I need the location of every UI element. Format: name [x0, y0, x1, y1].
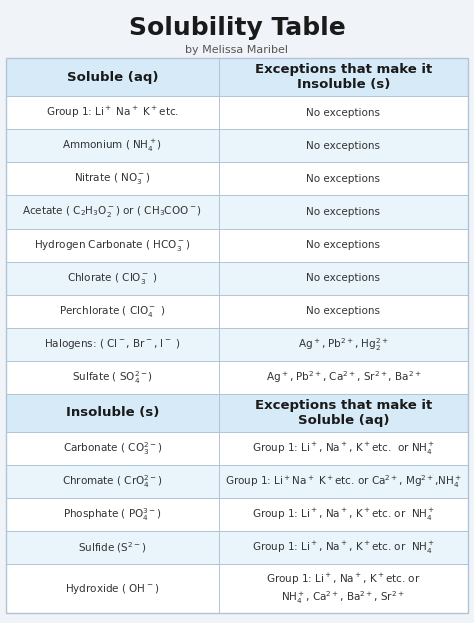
Bar: [219, 432, 468, 465]
Bar: [6, 262, 219, 295]
Bar: [6, 130, 219, 163]
Text: Solubility Table: Solubility Table: [128, 16, 346, 40]
Bar: [219, 465, 468, 498]
Bar: [6, 394, 219, 432]
Text: Phosphate ( PO$_4^{3-}$): Phosphate ( PO$_4^{3-}$): [63, 506, 162, 523]
Text: Sulfide (S$^{2-}$): Sulfide (S$^{2-}$): [78, 540, 146, 555]
Text: No exceptions: No exceptions: [306, 273, 380, 283]
Text: No exceptions: No exceptions: [306, 240, 380, 250]
Text: Group 1: Li$^+$, Na$^+$, K$^+$etc. or  NH$_4^+$: Group 1: Li$^+$, Na$^+$, K$^+$etc. or NH…: [252, 506, 435, 523]
Bar: [219, 58, 468, 97]
Bar: [6, 498, 219, 531]
Text: Hydrogen Carbonate ( HCO$_3^-$): Hydrogen Carbonate ( HCO$_3^-$): [34, 237, 191, 252]
Text: Group 1: Li$^+$, Na$^+$, K$^+$etc. or
NH$_4^+$, Ca$^{2+}$, Ba$^{2+}$, Sr$^{2+}$: Group 1: Li$^+$, Na$^+$, K$^+$etc. or NH…: [266, 571, 420, 606]
Bar: [6, 229, 219, 262]
Text: Carbonate ( CO$_3^{2-}$): Carbonate ( CO$_3^{2-}$): [63, 440, 162, 457]
Text: by Melissa Maribel: by Melissa Maribel: [185, 45, 289, 55]
Bar: [219, 196, 468, 229]
Text: Insoluble (s): Insoluble (s): [65, 406, 159, 419]
Bar: [6, 295, 219, 328]
Bar: [6, 58, 219, 97]
Text: No exceptions: No exceptions: [306, 108, 380, 118]
Bar: [219, 163, 468, 196]
Text: Exceptions that make it
Insoluble (s): Exceptions that make it Insoluble (s): [255, 63, 432, 91]
Bar: [219, 295, 468, 328]
Bar: [219, 394, 468, 432]
Bar: [6, 531, 219, 564]
Text: Soluble (aq): Soluble (aq): [66, 70, 158, 83]
Text: Sulfate ( SO$_4^{2-}$): Sulfate ( SO$_4^{2-}$): [72, 369, 153, 386]
Bar: [6, 196, 219, 229]
Text: Perchlorate ( ClO$_4^-$ ): Perchlorate ( ClO$_4^-$ ): [59, 303, 165, 318]
Bar: [219, 229, 468, 262]
Text: Halogens: ( Cl$^-$, Br$^-$, I$^-$ ): Halogens: ( Cl$^-$, Br$^-$, I$^-$ ): [44, 337, 181, 351]
Bar: [6, 328, 219, 361]
Bar: [6, 97, 219, 130]
Text: Group 1: Li$^+$ Na$^+$ K$^+$etc.: Group 1: Li$^+$ Na$^+$ K$^+$etc.: [46, 105, 179, 120]
Text: Nitrate ( NO$_3^-$): Nitrate ( NO$_3^-$): [74, 171, 151, 186]
Text: Ag$^+$, Pb$^{2+}$, Ca$^{2+}$, Sr$^{2+}$, Ba$^{2+}$: Ag$^+$, Pb$^{2+}$, Ca$^{2+}$, Sr$^{2+}$,…: [265, 369, 421, 385]
Text: Group 1: Li$^+$Na$^+$ K$^+$etc. or Ca$^{2+}$, Mg$^{2+}$,NH$_4^+$: Group 1: Li$^+$Na$^+$ K$^+$etc. or Ca$^{…: [225, 473, 462, 490]
Text: Acetate ( C$_2$H$_3$O$_2^-$) or ( CH$_3$COO$^-$): Acetate ( C$_2$H$_3$O$_2^-$) or ( CH$_3$…: [22, 204, 202, 219]
Bar: [219, 130, 468, 163]
Bar: [6, 564, 219, 613]
Bar: [219, 498, 468, 531]
Text: Chromate ( CrO$_4^{2-}$): Chromate ( CrO$_4^{2-}$): [62, 473, 163, 490]
Text: Group 1: Li$^+$, Na$^+$, K$^+$etc. or  NH$_4^+$: Group 1: Li$^+$, Na$^+$, K$^+$etc. or NH…: [252, 540, 435, 556]
Text: No exceptions: No exceptions: [306, 207, 380, 217]
Text: No exceptions: No exceptions: [306, 306, 380, 316]
Bar: [6, 465, 219, 498]
Bar: [219, 328, 468, 361]
Bar: [219, 361, 468, 394]
Text: Hydroxide ( OH$^-$): Hydroxide ( OH$^-$): [65, 582, 159, 596]
Text: Ammonium ( NH$_4^+$): Ammonium ( NH$_4^+$): [62, 138, 162, 154]
Text: Ag$^+$, Pb$^{2+}$, Hg$_2^{2+}$: Ag$^+$, Pb$^{2+}$, Hg$_2^{2+}$: [298, 336, 389, 353]
Bar: [219, 531, 468, 564]
Bar: [6, 58, 468, 613]
Text: Group 1: Li$^+$, Na$^+$, K$^+$etc.  or NH$_4^+$: Group 1: Li$^+$, Na$^+$, K$^+$etc. or NH…: [252, 440, 435, 457]
Text: Chlorate ( ClO$_3^-$ ): Chlorate ( ClO$_3^-$ ): [67, 270, 158, 285]
Bar: [219, 564, 468, 613]
Bar: [6, 163, 219, 196]
Text: No exceptions: No exceptions: [306, 174, 380, 184]
Text: Exceptions that make it
Soluble (aq): Exceptions that make it Soluble (aq): [255, 399, 432, 427]
Text: No exceptions: No exceptions: [306, 141, 380, 151]
Bar: [219, 97, 468, 130]
Bar: [6, 432, 219, 465]
Bar: [6, 361, 219, 394]
Bar: [219, 262, 468, 295]
